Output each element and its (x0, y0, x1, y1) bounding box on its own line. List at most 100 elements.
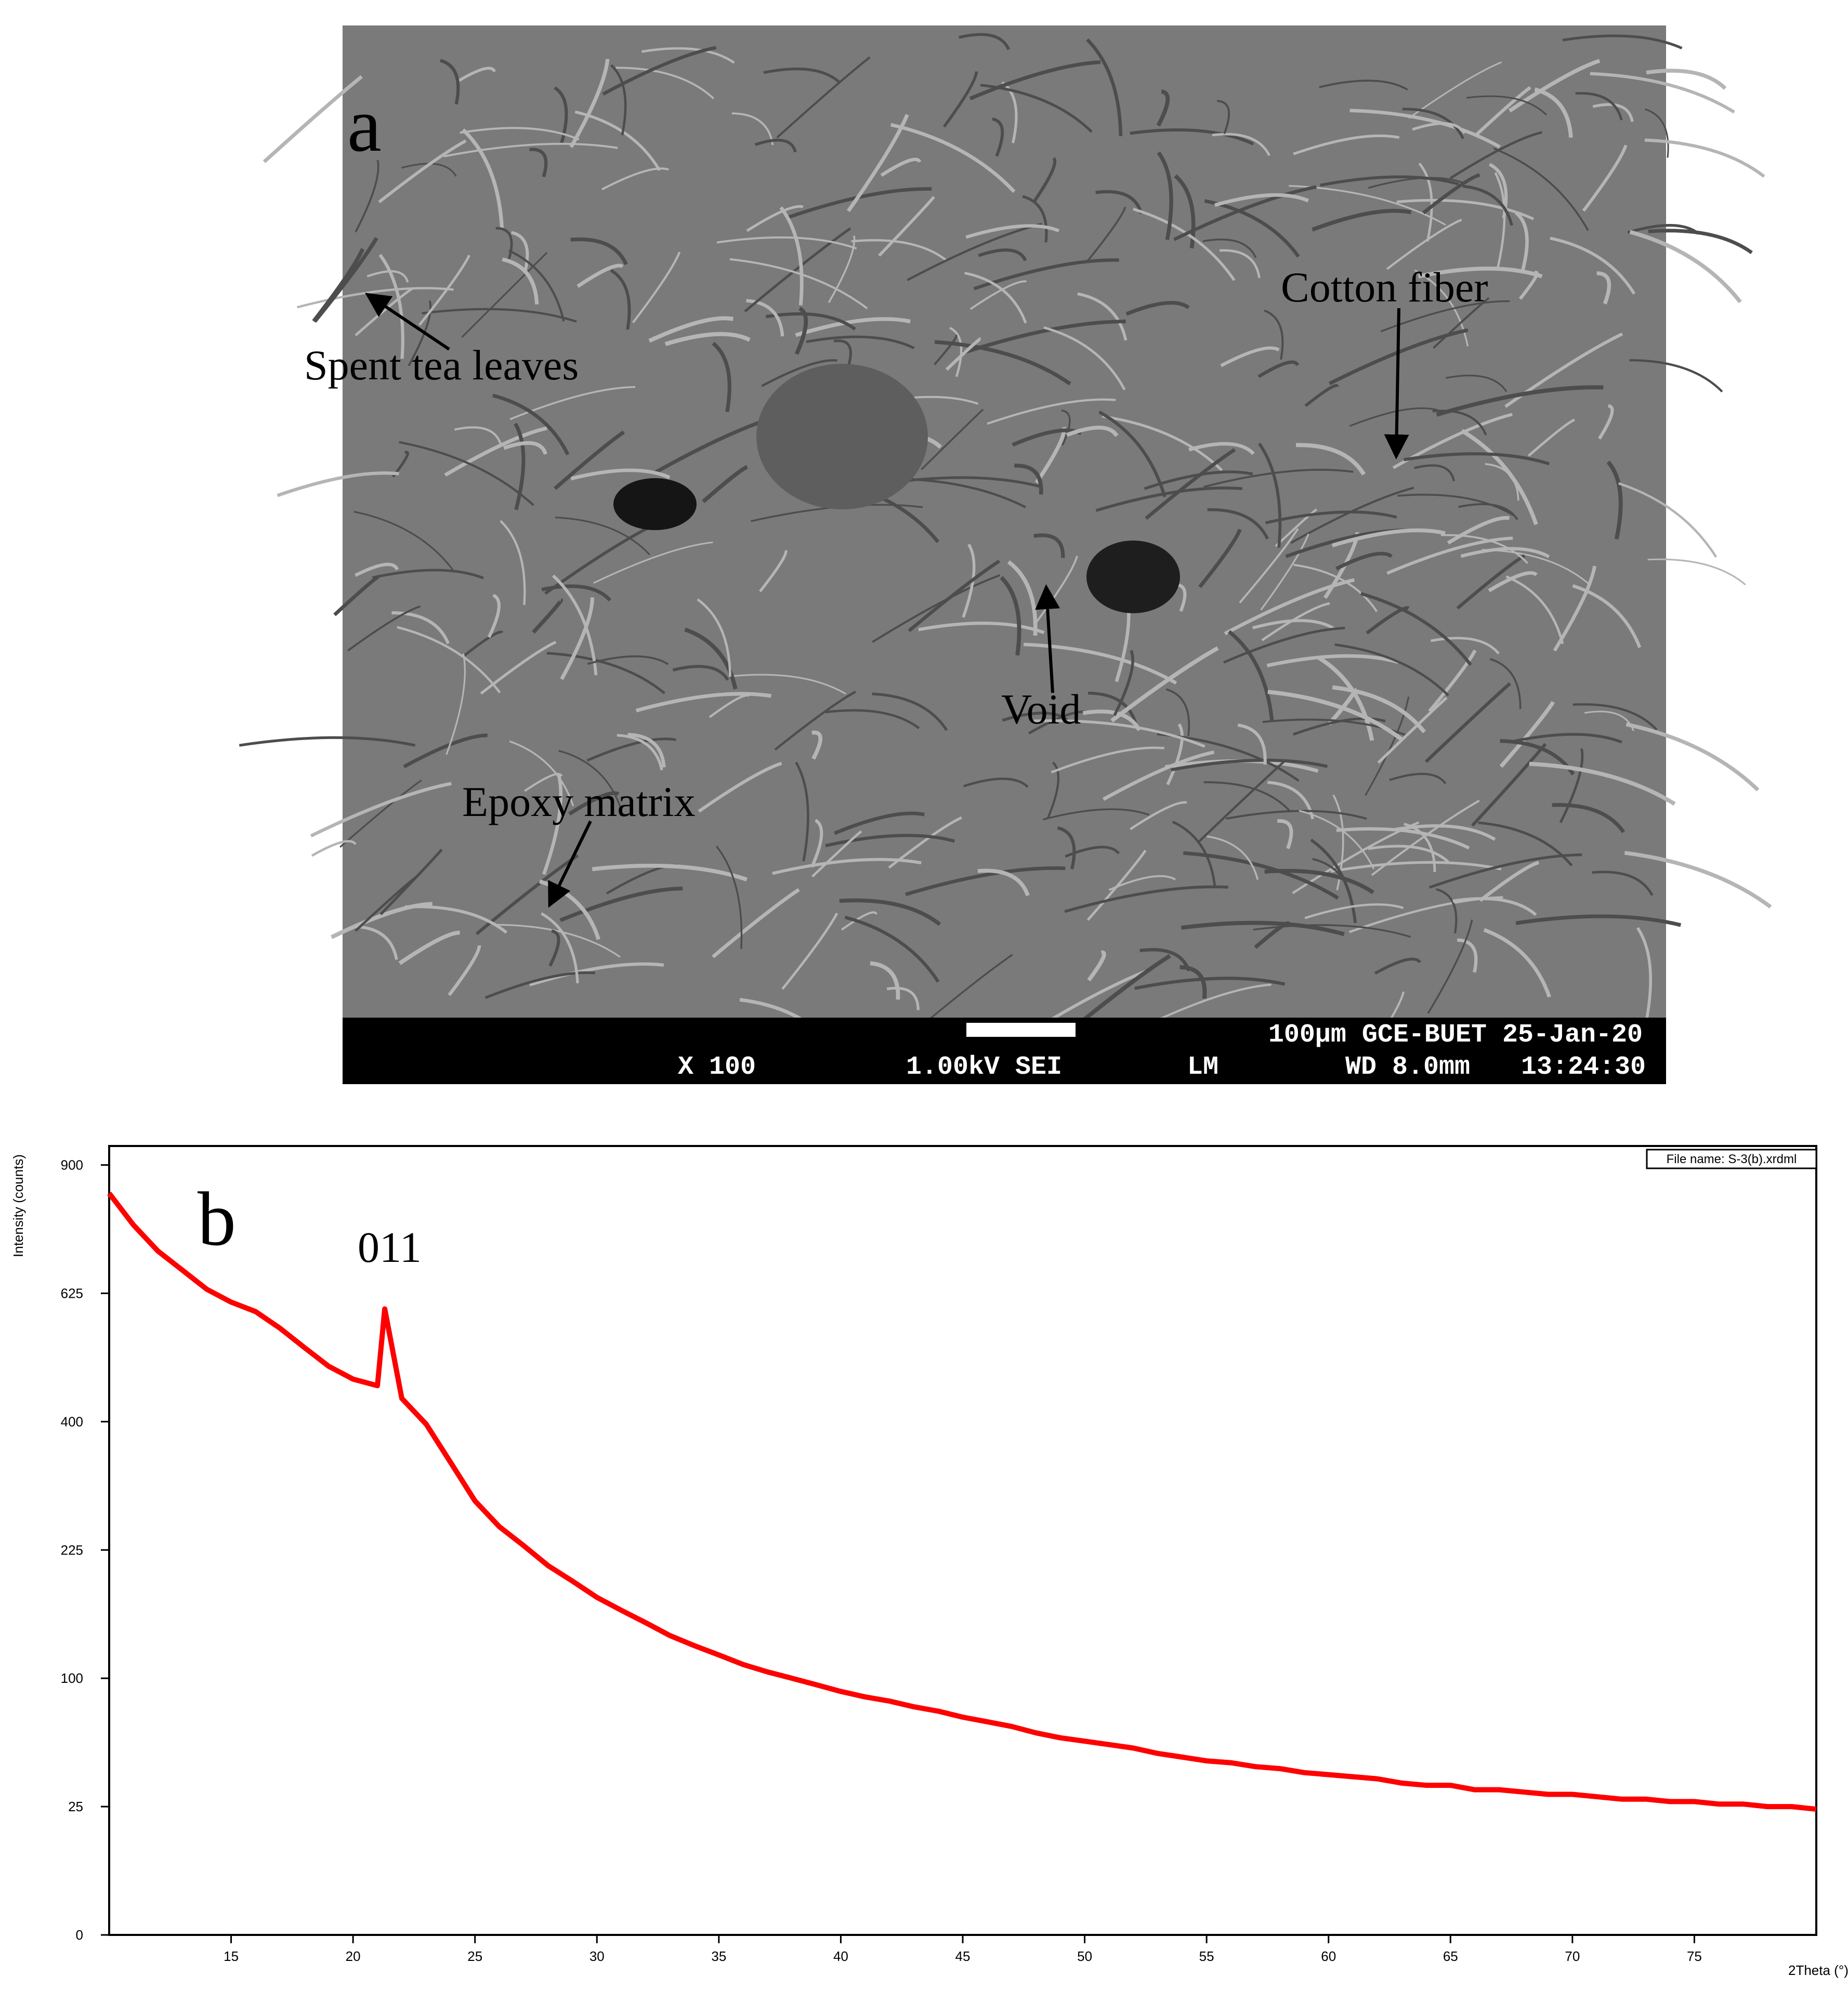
fiber (1582, 144, 1628, 212)
x-tick-label: 55 (1199, 1948, 1214, 1964)
fiber (464, 630, 504, 656)
fiber (1000, 576, 1021, 656)
fiber (774, 691, 856, 751)
fiber (763, 68, 841, 84)
fiber (1082, 709, 1142, 731)
fiber (617, 734, 663, 771)
fiber (546, 652, 665, 694)
fiber (1157, 151, 1173, 241)
fiber (355, 562, 399, 577)
fiber (965, 224, 1060, 239)
fiber (610, 269, 631, 330)
fiber (1034, 719, 1205, 748)
fiber (969, 60, 1101, 100)
fiber (1433, 297, 1490, 349)
fiber (787, 187, 932, 219)
fiber (568, 791, 620, 816)
fiber (716, 846, 743, 949)
fiber (648, 316, 734, 343)
fiber (1261, 602, 1330, 641)
fiber (615, 67, 715, 100)
fiber (754, 138, 797, 153)
legend-box (1646, 1149, 1817, 1169)
fiber (1226, 810, 1367, 820)
fiber (872, 692, 948, 731)
sphere (756, 364, 928, 509)
fiber (1368, 845, 1449, 863)
fiber (978, 248, 1027, 261)
x-tick-label: 75 (1687, 1948, 1702, 1964)
fiber (1086, 849, 1147, 921)
fiber (934, 334, 958, 365)
fiber (500, 520, 526, 605)
fiber (1490, 658, 1522, 709)
fiber (366, 270, 409, 283)
fiber (1207, 835, 1259, 880)
fiber (1336, 827, 1470, 850)
fiber (1590, 72, 1735, 114)
fiber (918, 622, 1045, 635)
fiber (1360, 592, 1472, 666)
fiber (1254, 921, 1291, 949)
fiber (1042, 808, 1149, 821)
fiber (1436, 888, 1458, 934)
fiber (1404, 452, 1550, 466)
fiber (1518, 270, 1539, 300)
fiber (541, 912, 579, 984)
fiber (1499, 701, 1555, 768)
fiber (1592, 103, 1634, 122)
fiber (554, 430, 625, 490)
fiber (1086, 38, 1123, 136)
fiber (1618, 482, 1718, 558)
x-tick-label: 35 (711, 1948, 726, 1964)
fiber (1207, 508, 1269, 539)
fiber (1253, 924, 1411, 938)
fiber (544, 523, 656, 595)
fiber (880, 157, 922, 177)
fiber (1646, 69, 1727, 90)
fiber (461, 252, 548, 338)
fiber (870, 961, 900, 1000)
fiber (969, 280, 1027, 310)
fiber (353, 510, 454, 571)
fiber (1173, 185, 1317, 241)
fiber (1293, 134, 1400, 155)
fiber (1077, 292, 1128, 341)
fiber (697, 598, 731, 677)
fiber (576, 263, 624, 288)
fiber (339, 779, 422, 848)
arrow (548, 820, 592, 908)
fiber (811, 830, 862, 878)
fiber (509, 740, 574, 807)
fiber (555, 516, 650, 556)
fiber (1397, 493, 1514, 516)
fiber (560, 597, 594, 680)
fiber (1366, 606, 1410, 635)
fiber (1130, 801, 1187, 831)
fiber (542, 774, 563, 875)
fiber (444, 426, 547, 477)
x-tick-label: 65 (1443, 1948, 1458, 1964)
fiber (1057, 826, 1076, 869)
fiber (1061, 410, 1071, 446)
fiber (1095, 190, 1143, 214)
fiber (372, 569, 484, 579)
fiber (277, 471, 399, 497)
fiber (833, 339, 852, 366)
fiber (1166, 723, 1184, 785)
annotation: Void (1001, 686, 1081, 733)
fiber (1260, 533, 1309, 611)
x-tick-label: 50 (1077, 1948, 1092, 1964)
fiber (1102, 415, 1223, 471)
info-text: 1.00kV SEI (906, 1052, 1062, 1082)
fiber (1482, 549, 1590, 585)
fiber (487, 594, 501, 638)
x-tick-label: 30 (589, 1948, 605, 1964)
fiber (729, 258, 868, 309)
fiber (1139, 948, 1191, 972)
fiber (1396, 199, 1535, 220)
fiber (1334, 643, 1449, 696)
info-text: X 100 (678, 1052, 756, 1082)
fiber (239, 736, 416, 747)
fiber (1203, 469, 1354, 488)
